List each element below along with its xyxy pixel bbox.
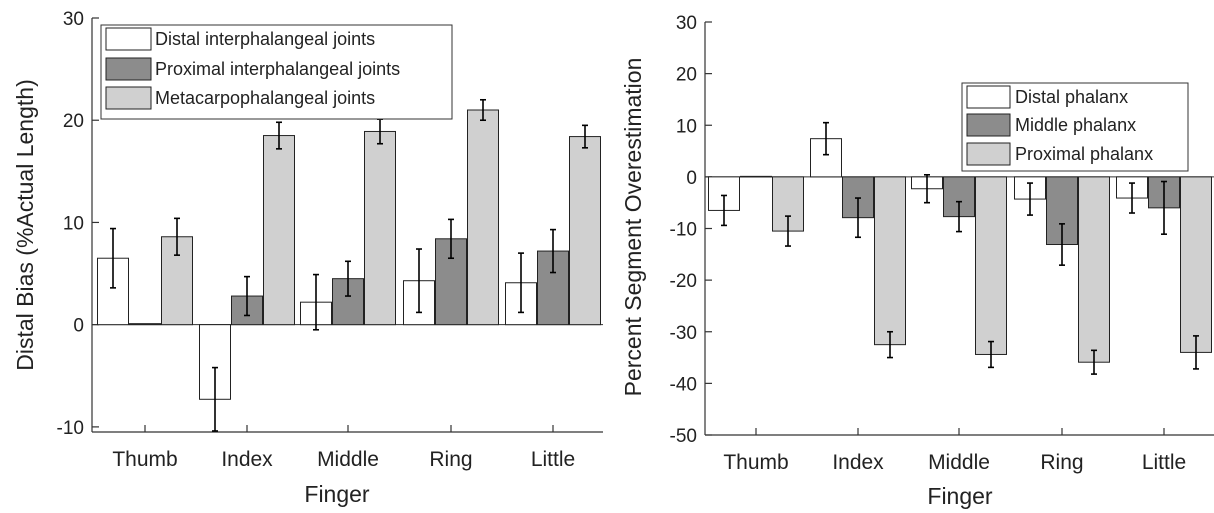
right-y-axis-title: Percent Segment Overestimation xyxy=(620,58,646,397)
left-legend-swatch xyxy=(105,86,152,110)
left-x-tick-label: Index xyxy=(221,448,273,471)
left-x-tick-label: Ring xyxy=(429,448,472,471)
left-x-tick-label: Middle xyxy=(317,448,379,471)
right-legend-label: Proximal phalanx xyxy=(1015,144,1153,164)
right-bar xyxy=(975,176,1007,355)
left-bar xyxy=(569,136,601,326)
right-x-tick-label: Middle xyxy=(928,451,990,474)
right-chart: Percent Segment Overestimation Finger -5… xyxy=(620,13,1214,509)
right-y-tick-label: 20 xyxy=(676,65,697,86)
right-y-tick-label: -20 xyxy=(670,271,697,292)
right-bar xyxy=(740,175,772,178)
right-y-tick-label: -10 xyxy=(670,220,697,241)
left-bar xyxy=(97,257,129,326)
right-x-tick-label: Index xyxy=(832,451,884,474)
right-legend-swatch xyxy=(966,142,1011,166)
left-y-tick-label: 30 xyxy=(63,9,84,30)
left-y-tick-label: -10 xyxy=(57,418,84,439)
right-y-tick-label: -30 xyxy=(670,323,697,344)
right-y-tick-label: 30 xyxy=(676,13,697,34)
right-x-tick-label: Little xyxy=(1142,451,1186,474)
right-legend-swatch xyxy=(966,85,1011,109)
right-x-axis-title: Finger xyxy=(927,483,993,509)
right-y-tick-label: -50 xyxy=(670,426,697,447)
left-legend-label: Proximal interphalangeal joints xyxy=(155,59,400,79)
right-bar xyxy=(874,176,906,346)
right-y-tick-label: 10 xyxy=(676,116,697,137)
left-y-tick-label: 0 xyxy=(73,316,84,337)
right-bar xyxy=(1180,176,1212,353)
left-y-tick-label: 10 xyxy=(63,213,84,234)
right-legend-label: Distal phalanx xyxy=(1015,87,1128,107)
left-legend-label: Distal interphalangeal joints xyxy=(155,29,375,49)
left-chart: Distal Bias (%Actual Length) Finger -10 0… xyxy=(12,9,603,507)
left-bar xyxy=(467,109,499,326)
right-bar xyxy=(1078,176,1110,363)
right-y-tick-label: 0 xyxy=(686,168,697,189)
left-x-tick-label: Little xyxy=(531,448,575,471)
left-y-axis-title: Distal Bias (%Actual Length) xyxy=(12,79,38,370)
left-bar xyxy=(364,130,396,326)
left-bar xyxy=(129,323,161,326)
left-y-tick-label: 20 xyxy=(63,111,84,132)
left-legend-label: Metacarpophalangeal joints xyxy=(155,88,375,108)
left-x-axis-title: Finger xyxy=(304,481,370,507)
left-bar xyxy=(263,135,295,326)
left-legend-box xyxy=(100,24,453,120)
left-x-tick-label: Thumb xyxy=(112,448,177,471)
right-x-tick-label: Ring xyxy=(1040,451,1083,474)
left-legend-swatch xyxy=(105,57,152,81)
right-legend-swatch xyxy=(966,113,1011,137)
right-x-tick-label: Thumb xyxy=(723,451,788,474)
right-y-tick-label: -40 xyxy=(670,374,697,395)
left-legend-swatch xyxy=(105,27,152,51)
right-legend-label: Middle phalanx xyxy=(1015,115,1136,135)
